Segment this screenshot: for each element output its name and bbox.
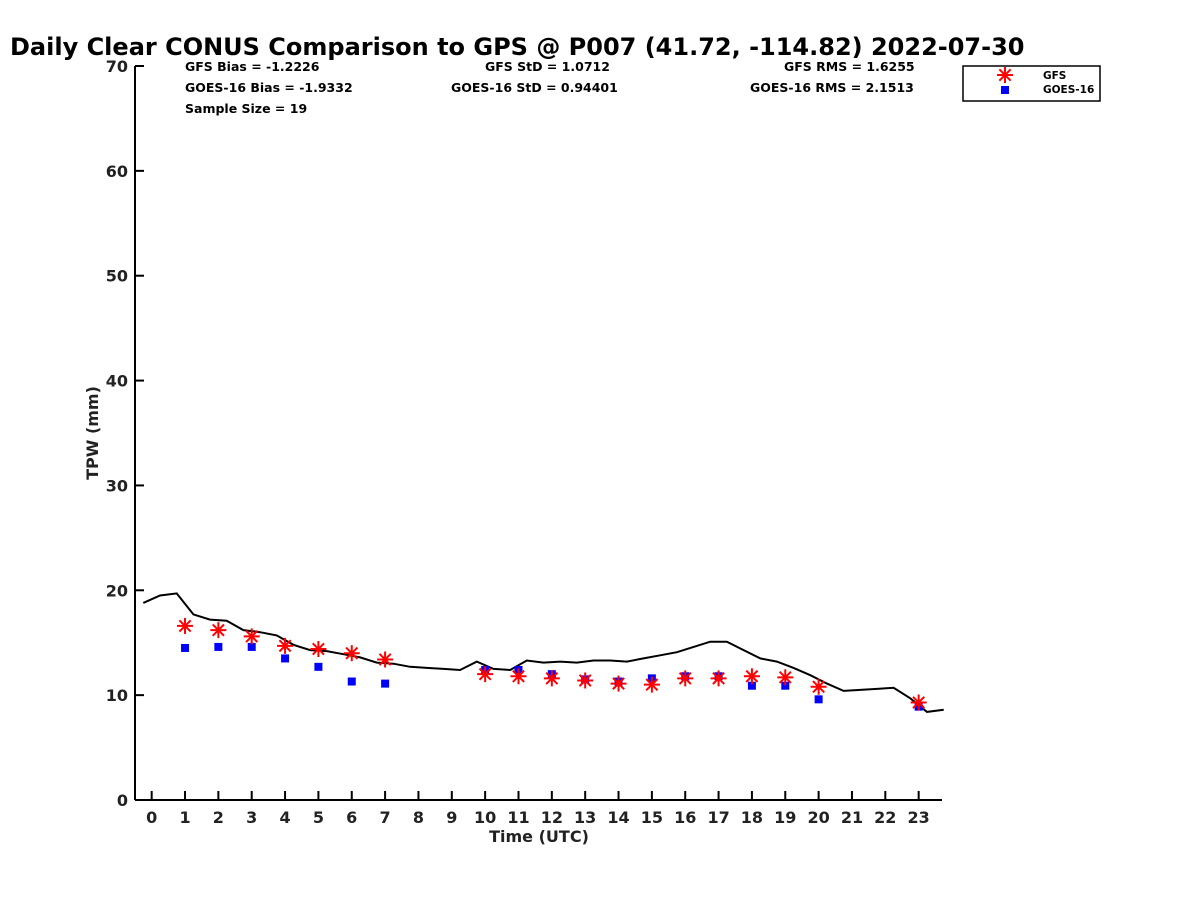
x-tick-label: 21 <box>841 808 863 827</box>
sample-size-stat: Sample Size = 19 <box>185 101 307 116</box>
x-tick-label: 19 <box>774 808 796 827</box>
legend-goes16-marker <box>1001 86 1009 94</box>
x-tick-label: 11 <box>507 808 529 827</box>
x-tick-label: 16 <box>674 808 696 827</box>
x-tick-label: 1 <box>179 808 190 827</box>
gfs-point <box>910 694 927 711</box>
gfs-point <box>743 668 760 685</box>
gfs-point <box>343 645 360 662</box>
y-tick-label: 20 <box>106 581 128 600</box>
x-tick-label: 2 <box>213 808 224 827</box>
y-tick-label: 30 <box>106 476 128 495</box>
gfs-point <box>777 669 794 686</box>
y-tick-label: 60 <box>106 162 128 181</box>
legend-gfs-marker <box>997 67 1013 83</box>
x-tick-label: 3 <box>246 808 257 827</box>
x-tick-label: 10 <box>474 808 496 827</box>
legend-goes16-label: GOES-16 <box>1043 84 1094 96</box>
gfs-point <box>710 670 727 687</box>
x-tick-label: 15 <box>641 808 663 827</box>
legend-gfs-asterisk <box>997 67 1013 83</box>
gfs-point <box>310 641 327 658</box>
gfs-series <box>177 617 927 711</box>
x-tick-label: 14 <box>607 808 629 827</box>
gfs-point <box>177 617 194 634</box>
x-tick-label: 17 <box>707 808 729 827</box>
gfs-point <box>543 670 560 687</box>
goes16-point <box>314 662 323 671</box>
y-tick-label: 0 <box>117 791 128 810</box>
gfs-point <box>510 668 527 685</box>
gfs-point <box>243 628 260 645</box>
x-tick-label: 9 <box>446 808 457 827</box>
y-tick-label: 70 <box>106 57 128 76</box>
legend-gfs-label: GFS <box>1043 70 1066 82</box>
y-tick-label: 50 <box>106 267 128 286</box>
gfs-point <box>643 676 660 693</box>
goes-bias-stat: GOES-16 Bias = -1.9332 <box>185 80 353 95</box>
x-tick-label: 0 <box>146 808 157 827</box>
gfs-rms-stat: GFS RMS = 1.6255 <box>784 59 915 74</box>
x-tick-label: 23 <box>908 808 930 827</box>
gfs-point <box>577 672 594 689</box>
x-tick-label: 12 <box>541 808 563 827</box>
x-tick-label: 8 <box>413 808 424 827</box>
goes16-point <box>747 681 756 690</box>
y-tick-label: 40 <box>106 372 128 391</box>
legend: GFS GOES-16 <box>962 65 1101 102</box>
goes16-point <box>181 643 190 652</box>
goes-rms-stat: GOES-16 RMS = 2.1513 <box>750 80 914 95</box>
x-tick-label: 5 <box>313 808 324 827</box>
gfs-point <box>377 651 394 668</box>
goes-std-stat: GOES-16 StD = 0.94401 <box>451 80 618 95</box>
gfs-point <box>210 622 227 639</box>
goes16-point <box>814 695 823 704</box>
legend-box <box>962 65 1101 102</box>
gfs-std-stat: GFS StD = 1.0712 <box>485 59 610 74</box>
x-tick-label: 20 <box>807 808 829 827</box>
gfs-point <box>677 670 694 687</box>
goes16-point <box>381 679 390 688</box>
gps-series <box>142 592 944 713</box>
gfs-point <box>477 666 494 683</box>
x-tick-label: 7 <box>380 808 391 827</box>
x-tick-label: 6 <box>346 808 357 827</box>
y-tick-label: 10 <box>106 686 128 705</box>
x-tick-label: 18 <box>741 808 763 827</box>
gfs-bias-stat: GFS Bias = -1.2226 <box>185 59 320 74</box>
goes16-point <box>281 654 290 663</box>
goes16-point <box>247 642 256 651</box>
gps-line <box>142 592 944 713</box>
chart-title: Daily Clear CONUS Comparison to GPS @ P0… <box>10 33 1024 61</box>
x-tick-label: 13 <box>574 808 596 827</box>
goes16-point <box>781 681 790 690</box>
gfs-point <box>810 678 827 695</box>
goes16-point <box>214 642 223 651</box>
y-axis-label: TPW (mm) <box>83 386 102 480</box>
goes16-point <box>347 677 356 686</box>
gfs-point <box>610 675 627 692</box>
x-tick-label: 4 <box>279 808 290 827</box>
x-axis-label: Time (UTC) <box>489 827 589 846</box>
gfs-point <box>277 637 294 654</box>
x-tick-label: 22 <box>874 808 896 827</box>
